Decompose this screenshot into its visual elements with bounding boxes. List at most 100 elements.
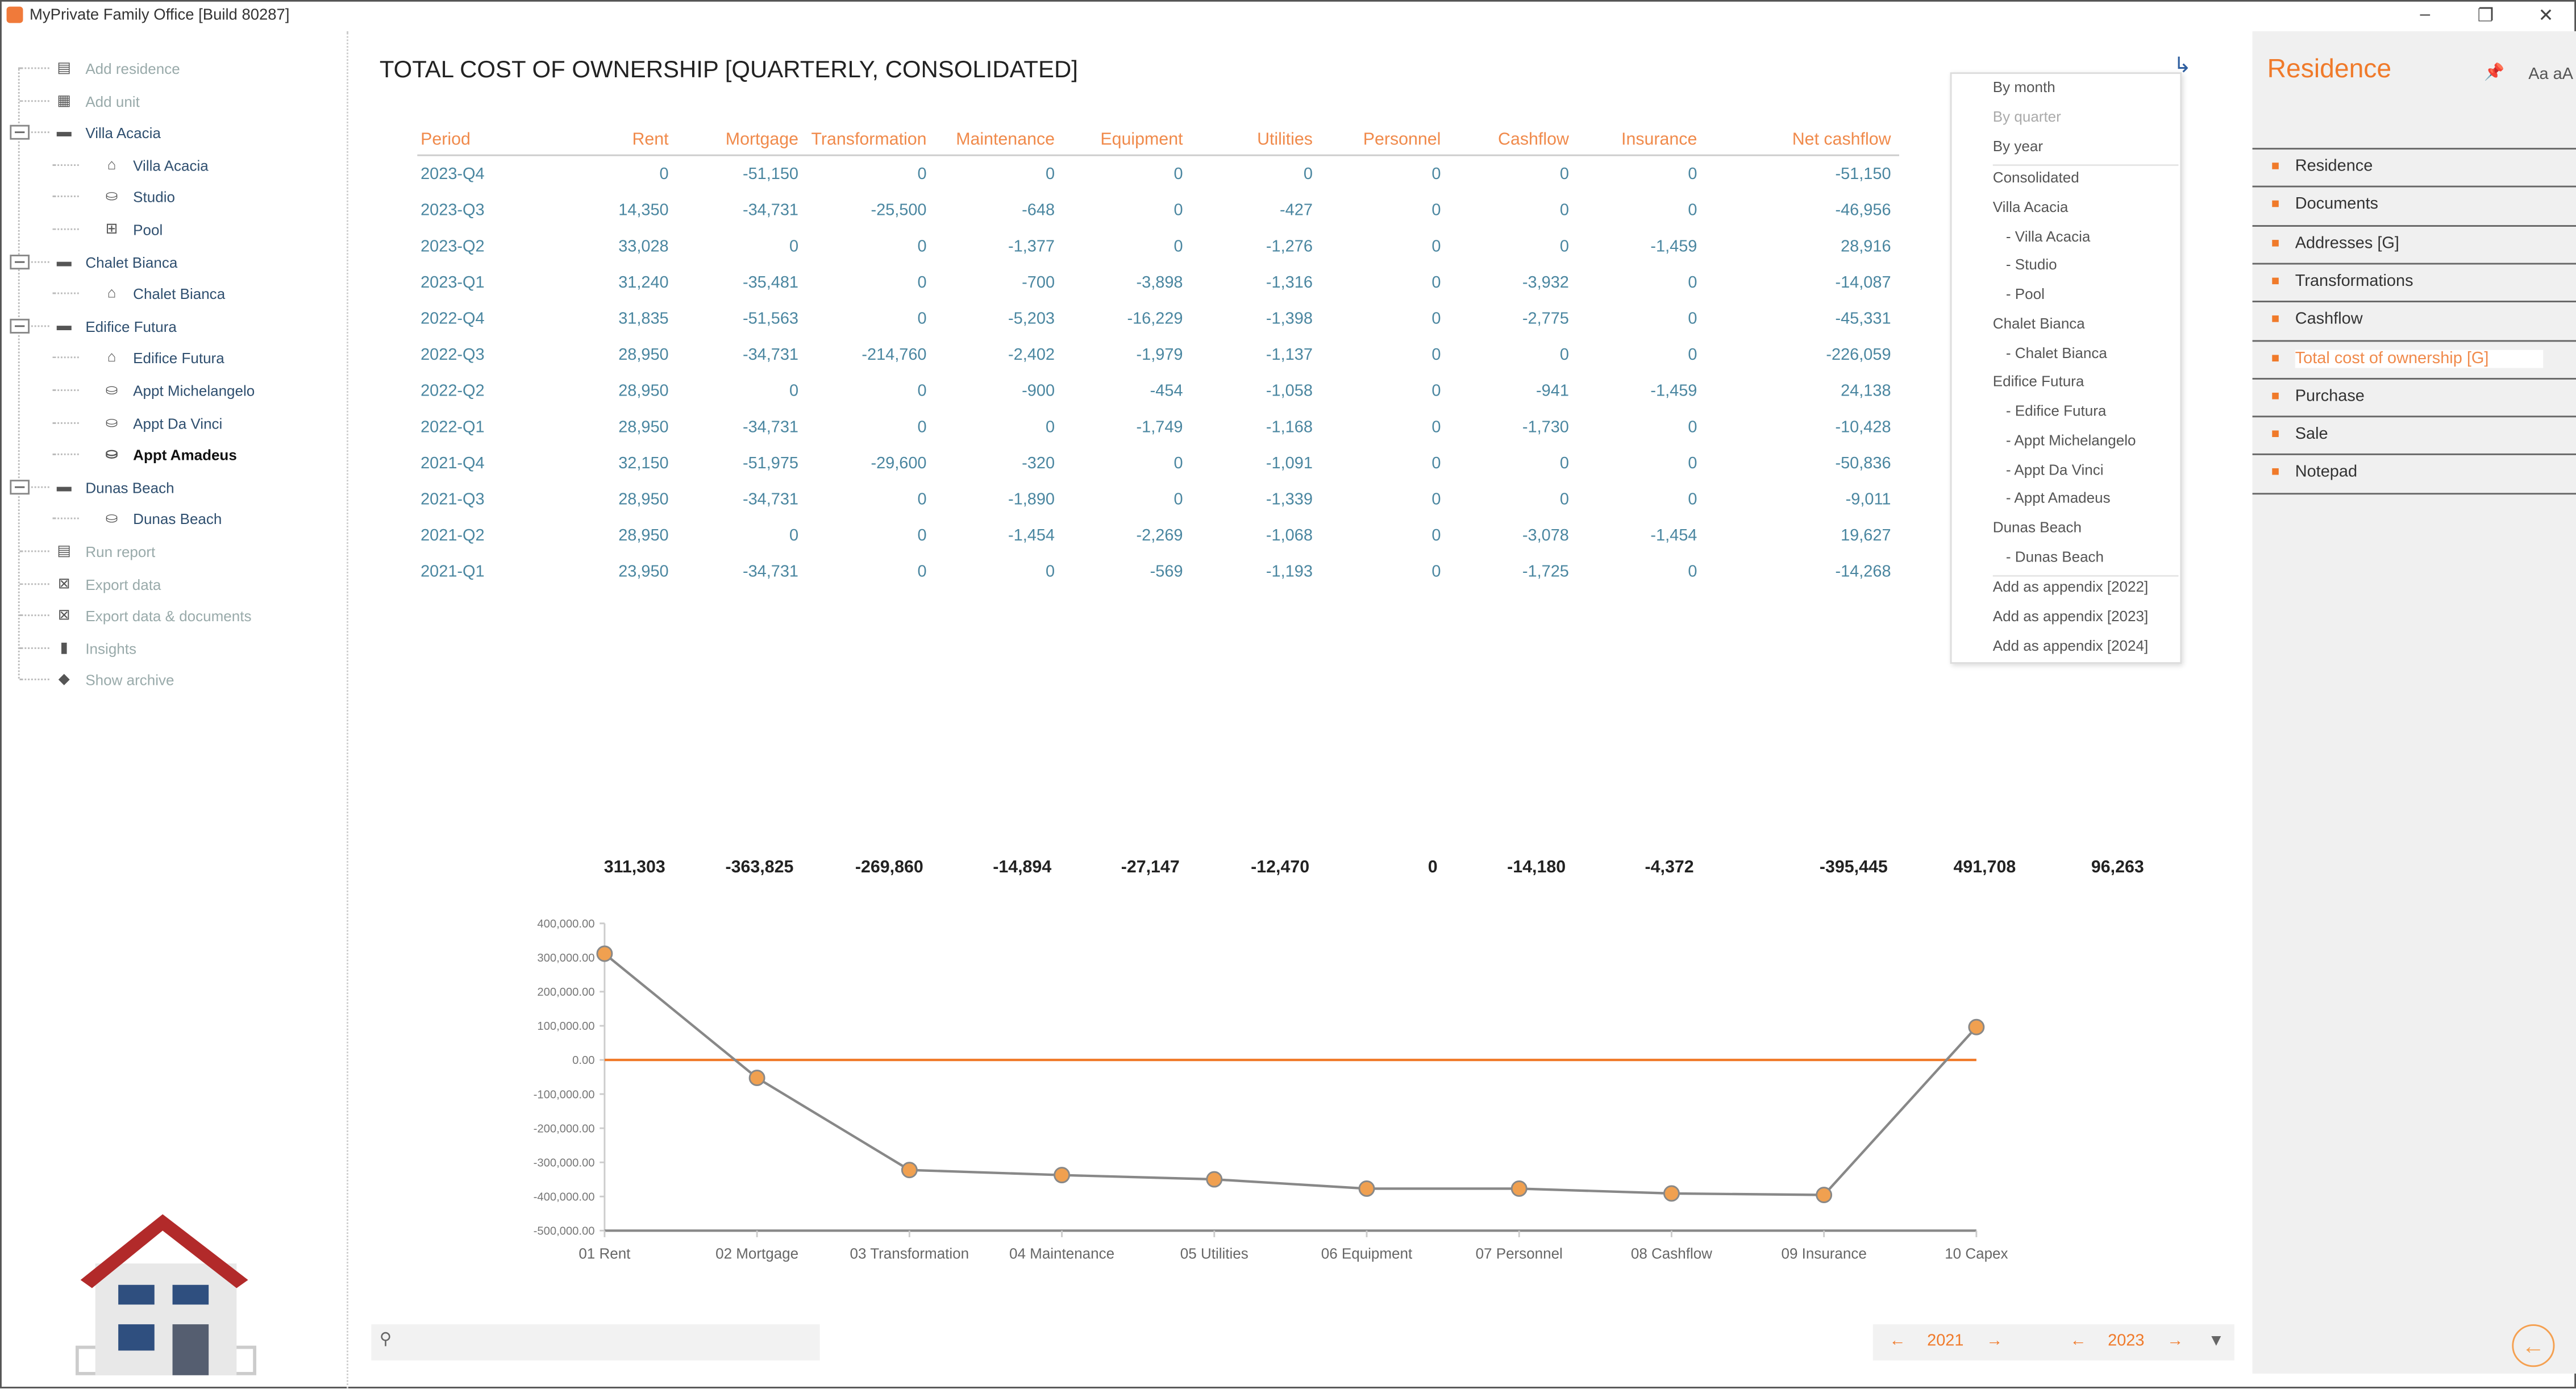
menu-item-dunas-beach[interactable]: - Dunas Beach xyxy=(2005,548,2104,565)
menu-item-add-as-appendix-2022[interactable]: Add as appendix [2022] xyxy=(1992,578,2149,595)
table-cell: 0 xyxy=(1045,419,1055,438)
tree-item-dunas-beach[interactable]: ⛀ Dunas Beach xyxy=(2,510,339,533)
add-residence-icon: ▤ xyxy=(57,59,72,76)
tree-item-pool[interactable]: ⊞ Pool xyxy=(2,220,339,243)
column-header-net-cashflow[interactable]: Net cashflow xyxy=(1792,130,1891,150)
tree-item-villa-acacia[interactable]: ⌂ Villa Acacia xyxy=(2,156,339,178)
nav-item-purchase[interactable]: Purchase xyxy=(2252,377,2576,417)
tree-item-appt-amadeus[interactable]: ⛀ Appt Amadeus xyxy=(2,446,339,468)
table-cell: -1,730 xyxy=(1522,419,1569,438)
y-tick-label: 100,000.00 xyxy=(537,1020,594,1033)
tree-item-label: Appt Da Vinci xyxy=(133,415,223,432)
menu-item-villa-acacia[interactable]: - Villa Acacia xyxy=(2005,228,2091,245)
column-header-maintenance[interactable]: Maintenance xyxy=(956,130,1055,150)
tree-item-show-archive[interactable]: ◆ Show archive xyxy=(2,671,339,694)
menu-item-dunas-beach[interactable]: Dunas Beach xyxy=(1992,519,2082,536)
year-to: 2023 xyxy=(2108,1332,2145,1351)
column-header-personnel[interactable]: Personnel xyxy=(1363,130,1441,150)
tree-item-edifice-futura[interactable]: ⌂ Edifice Futura xyxy=(2,349,339,372)
menu-item-add-as-appendix-2023[interactable]: Add as appendix [2023] xyxy=(1992,608,2149,625)
column-header-equipment[interactable]: Equipment xyxy=(1100,130,1183,150)
column-header-utilities[interactable]: Utilities xyxy=(1257,130,1313,150)
menu-item-edifice-futura[interactable]: - Edifice Futura xyxy=(2005,402,2107,419)
column-header-insurance[interactable]: Insurance xyxy=(1621,130,1697,150)
tree-item-insights[interactable]: ▮ Insights xyxy=(2,639,339,662)
tree-item-studio[interactable]: ⛀ Studio xyxy=(2,188,339,211)
table-cell: 0 xyxy=(1688,274,1697,293)
column-header-period[interactable]: Period xyxy=(421,130,471,150)
tree-item-export-data-documents[interactable]: ⊠ Export data & documents xyxy=(2,606,339,629)
back-button[interactable]: ← xyxy=(2512,1324,2555,1367)
table-cell: 0 xyxy=(917,310,927,329)
menu-item-chalet-bianca[interactable]: - Chalet Bianca xyxy=(2005,345,2107,362)
nav-item-sale[interactable]: Sale xyxy=(2252,415,2576,455)
tree-item-chalet-bianca[interactable]: ⌂ Chalet Bianca xyxy=(2,285,339,307)
column-header-rent[interactable]: Rent xyxy=(632,130,669,150)
menu-item-chalet-bianca[interactable]: Chalet Bianca xyxy=(1992,315,2085,332)
report-icon: ▤ xyxy=(57,542,72,559)
tree-item-edifice-futura[interactable]: ▬ Edifice Futura xyxy=(2,317,339,339)
panel-title: Residence xyxy=(2267,56,2392,84)
table-cell: -454 xyxy=(1150,382,1183,401)
year-to-next-button[interactable]: → xyxy=(2167,1332,2184,1351)
bar-chart-icon: ▮ xyxy=(60,639,68,655)
tree-item-chalet-bianca[interactable]: ▬ Chalet Bianca xyxy=(2,252,339,275)
column-header-transformation[interactable]: Transformation xyxy=(811,130,927,150)
menu-item-pool[interactable]: - Pool xyxy=(2005,286,2045,302)
column-header-mortgage[interactable]: Mortgage xyxy=(725,130,799,150)
menu-item-add-as-appendix-2024[interactable]: Add as appendix [2024] xyxy=(1992,637,2149,654)
menu-item-appt-michelangelo[interactable]: - Appt Michelangelo xyxy=(2005,432,2136,449)
tree-item-dunas-beach[interactable]: ▬ Dunas Beach xyxy=(2,478,339,501)
search-input[interactable]: ⚲ xyxy=(371,1324,820,1361)
tree-connector xyxy=(52,293,79,295)
column-header-cashflow[interactable]: Cashflow xyxy=(1498,130,1569,150)
menu-item-appt-da-vinci[interactable]: - Appt Da Vinci xyxy=(2005,461,2104,479)
tree-item-appt-michelangelo[interactable]: ⛀ Appt Michelangelo xyxy=(2,381,339,404)
filter-icon[interactable]: ▼ xyxy=(2208,1332,2225,1351)
nav-item-documents[interactable]: Documents xyxy=(2252,186,2576,226)
menu-item-appt-amadeus[interactable]: - Appt Amadeus xyxy=(2005,489,2111,506)
tree-line xyxy=(18,67,20,679)
collapse-toggle[interactable] xyxy=(10,253,30,269)
restore-button[interactable]: ❐ xyxy=(2477,6,2494,27)
tree-item-add-residence[interactable]: ▤ Add residence xyxy=(2,59,339,82)
nav-item-transformations[interactable]: Transformations xyxy=(2252,263,2576,302)
year-from-next-button[interactable]: → xyxy=(1986,1332,2003,1351)
nav-item-notepad[interactable]: Notepad xyxy=(2252,454,2576,493)
tree-item-add-unit[interactable]: ▦ Add unit xyxy=(2,92,339,114)
table-cell: 31,835 xyxy=(618,310,669,329)
collapse-toggle[interactable] xyxy=(10,125,30,140)
table-cell: 23,950 xyxy=(618,563,669,582)
menu-item-edifice-futura[interactable]: Edifice Futura xyxy=(1992,373,2084,390)
menu-item-consolidated[interactable]: Consolidated xyxy=(1992,169,2079,186)
menu-item-villa-acacia[interactable]: Villa Acacia xyxy=(1992,198,2069,215)
total-value: -363,825 xyxy=(725,858,794,878)
menu-item-by-month[interactable]: By month xyxy=(1992,78,2055,95)
tree-item-export-data[interactable]: ⊠ Export data xyxy=(2,575,339,597)
minimize-button[interactable]: – xyxy=(2420,5,2431,25)
nav-item-residence[interactable]: Residence xyxy=(2252,148,2576,187)
tree-item-run-report[interactable]: ▤ Run report xyxy=(2,542,339,565)
nav-item-total-cost-of-ownership-g[interactable]: Total cost of ownership [G] xyxy=(2252,339,2576,379)
table-cell: 0 xyxy=(1431,202,1441,221)
menu-item-by-year[interactable]: By year xyxy=(1992,138,2044,155)
tree-item-appt-da-vinci[interactable]: ⛀ Appt Da Vinci xyxy=(2,413,339,436)
collapse-toggle[interactable] xyxy=(10,318,30,334)
total-value: 491,708 xyxy=(1953,858,2016,878)
tree-connector xyxy=(52,357,79,359)
year-from-prev-button[interactable]: ← xyxy=(1889,1332,1906,1351)
close-button[interactable]: ✕ xyxy=(2538,6,2554,27)
menu-item-studio[interactable]: - Studio xyxy=(2005,256,2057,273)
collapse-toggle[interactable] xyxy=(10,479,30,494)
year-to-prev-button[interactable]: ← xyxy=(2070,1332,2087,1351)
tree-item-label: Export data & documents xyxy=(85,608,252,625)
nav-item-cashflow[interactable]: Cashflow xyxy=(2252,301,2576,340)
data-point xyxy=(748,1070,765,1087)
nav-item-addresses-g[interactable]: Addresses [G] xyxy=(2252,224,2576,264)
bullet-icon xyxy=(2272,201,2279,208)
total-value: -14,180 xyxy=(1507,858,1566,878)
tree-item-villa-acacia[interactable]: ▬ Villa Acacia xyxy=(2,123,339,146)
font-size-toggle[interactable]: Aa aA xyxy=(2528,65,2574,84)
pin-icon[interactable]: 📌 xyxy=(2484,64,2505,82)
bullet-icon xyxy=(2272,163,2279,169)
